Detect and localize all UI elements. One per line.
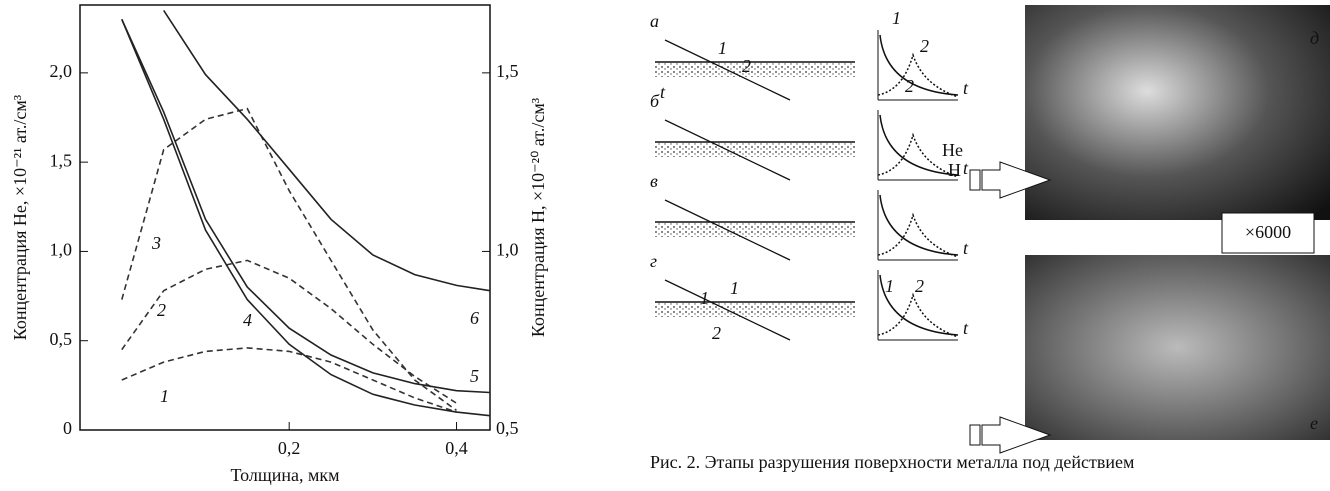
time-label: t <box>963 158 969 178</box>
species-label: He <box>942 140 963 160</box>
y-tick-label: 2,0 <box>50 61 73 81</box>
ion-track <box>664 119 791 181</box>
curve <box>879 114 959 176</box>
arrow <box>969 416 1052 454</box>
point-label: 1 <box>892 8 901 28</box>
diagrams: ×6000 д е Рис. 2. Этапы разрушения повер… <box>650 5 1330 472</box>
curve <box>877 212 959 258</box>
layer <box>655 143 855 157</box>
y-tick-label: 1,5 <box>50 150 73 170</box>
series-line <box>121 347 457 413</box>
series-line <box>121 18 491 417</box>
panel-label: д <box>1310 28 1319 48</box>
point-label: 2 <box>712 323 721 343</box>
layer <box>655 223 855 237</box>
x-tick-label: 0,2 <box>278 438 301 458</box>
curve <box>877 132 959 178</box>
time-label: t <box>963 78 969 98</box>
panel-label: б <box>650 91 660 111</box>
curve <box>877 292 959 338</box>
series-label: 6 <box>470 308 479 328</box>
layer <box>655 303 855 317</box>
series-label: 2 <box>157 300 166 320</box>
y2-axis-label: Концентрация H, ×10⁻²⁰ ат./см³ <box>528 97 548 337</box>
y-tick-label: 1,0 <box>50 240 73 260</box>
curve <box>879 34 959 96</box>
arrow <box>969 161 1052 199</box>
panel-label: е <box>1310 413 1318 433</box>
time-label: t <box>963 238 969 258</box>
series-label: 5 <box>470 366 479 386</box>
curve <box>879 194 959 256</box>
chart: 0 0,5 1,0 1,5 2,0 0,5 1,0 1,5 0,2 0,4 Толщина, мкм… <box>10 4 548 485</box>
series-line <box>121 18 491 394</box>
point-label: 1 <box>730 278 739 298</box>
curve <box>879 274 959 336</box>
panel-label: а <box>650 11 659 31</box>
x-axis-label: Толщина, мкм <box>230 465 339 485</box>
ion-track <box>664 199 791 261</box>
plot-frame <box>79 4 491 431</box>
panel-label: г <box>650 251 657 271</box>
series-label: 4 <box>243 310 252 330</box>
time-label: t <box>963 318 969 338</box>
y-axis-label: Концентрация He, ×10⁻²¹ ат./см³ <box>10 94 30 340</box>
point-label: 2 <box>915 276 924 296</box>
series-line <box>163 9 491 292</box>
series-label: 3 <box>151 233 161 253</box>
y-tick-label: 0 <box>63 418 72 438</box>
panel-label: в <box>650 171 658 191</box>
y2-tick-label: 0,5 <box>496 418 519 438</box>
magnification-box <box>1221 212 1315 254</box>
time-label: t <box>660 82 666 102</box>
point-label: 1 <box>700 288 709 308</box>
species-label: H <box>948 160 961 180</box>
point-label: 1 <box>885 276 894 296</box>
point-label: 2 <box>742 56 751 76</box>
x-tick-label: 0,4 <box>445 438 468 458</box>
ion-track <box>664 39 791 101</box>
point-label: 2 <box>920 36 929 56</box>
point-label: 2 <box>905 76 914 96</box>
magnification: ×6000 <box>1245 222 1291 242</box>
micrograph <box>1025 255 1330 440</box>
point-label: 1 <box>718 38 727 58</box>
y2-tick-label: 1,0 <box>496 240 519 260</box>
layer <box>655 63 855 77</box>
micrograph <box>1025 5 1330 220</box>
series-label: 1 <box>160 386 169 406</box>
caption: Рис. 2. Этапы разрушения поверхности мет… <box>650 452 1134 472</box>
y-tick-label: 0,5 <box>50 329 73 349</box>
curve <box>877 52 959 98</box>
series-line <box>121 107 457 412</box>
y2-tick-label: 1,5 <box>496 61 519 81</box>
ion-track <box>664 279 791 341</box>
